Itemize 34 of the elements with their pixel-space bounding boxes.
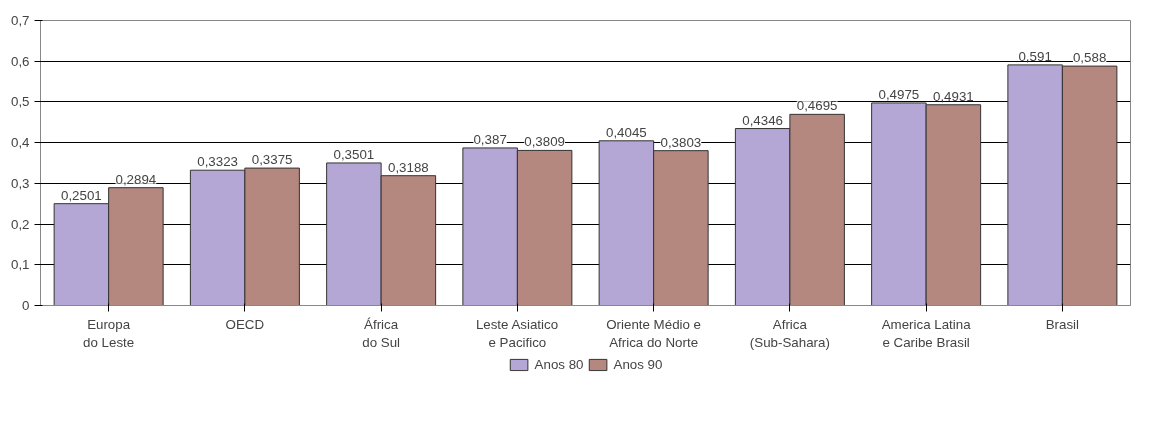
x-tick-label: America Latina e Caribe Brasil	[881, 316, 972, 350]
y-tick-label: 0,6	[10, 53, 30, 69]
data-label: 0,3323	[197, 154, 239, 170]
y-tick-label: 0,2	[10, 216, 30, 232]
x-tick-label: Leste Asiatico e Pacifico	[475, 316, 559, 350]
y-tick-label: 0,3	[10, 175, 30, 191]
x-tick-label: OECD	[225, 316, 265, 332]
x-tick-label: África do Sul	[362, 316, 401, 350]
data-label: 0,4346	[742, 112, 784, 128]
legend-label: Anos 90	[613, 356, 663, 372]
data-label: 0,2501	[60, 187, 102, 203]
data-label: 0,591	[1018, 48, 1052, 64]
legend-label: Anos 80	[534, 356, 584, 372]
data-label: 0,3501	[333, 146, 375, 162]
data-label: 0,387	[473, 131, 507, 147]
data-label: 0,3809	[524, 134, 566, 150]
x-tick-label: Europa do Leste	[83, 316, 135, 350]
data-label: 0,4695	[796, 98, 838, 114]
data-label: 0,4045	[605, 124, 647, 140]
y-tick-label: 0,7	[10, 13, 30, 28]
data-label: 0,3803	[660, 134, 702, 150]
x-tick-label: Africa (Sub-Sahara)	[749, 316, 830, 350]
data-label: 0,4931	[932, 88, 974, 104]
y-tick-label: 0,1	[10, 257, 30, 273]
y-tick-label: 0,5	[10, 94, 30, 110]
data-label: 0,4975	[878, 86, 920, 102]
data-label: 0,3188	[387, 159, 429, 175]
data-label: 0,2894	[115, 171, 157, 187]
y-tick-label: 0	[22, 298, 30, 313]
x-tick-label: Brasil	[1045, 316, 1080, 332]
data-label: 0,588	[1072, 50, 1107, 66]
y-tick-label: 0,4	[10, 135, 31, 151]
x-tick-label: Oriente Médio e Africa do Norte	[606, 316, 702, 350]
data-label: 0,3375	[251, 152, 293, 168]
